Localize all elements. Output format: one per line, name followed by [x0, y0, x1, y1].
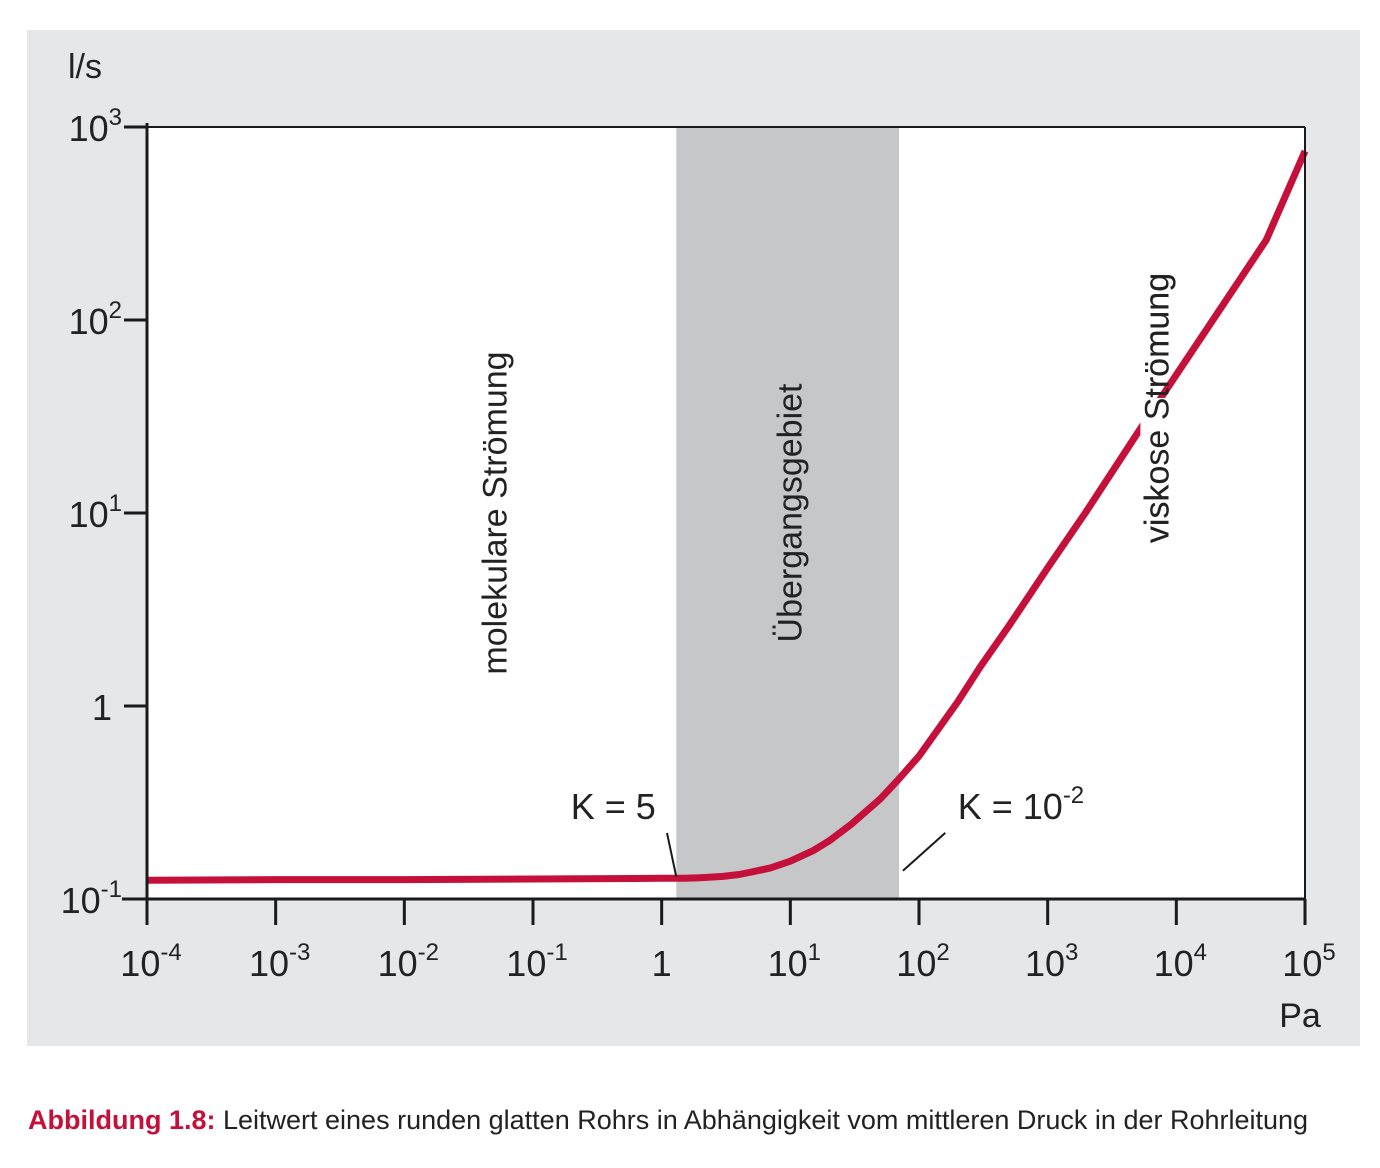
k5-annotation: K = 5 [571, 786, 656, 827]
figure-caption: Abbildung 1.8: Leitwert eines runden gla… [28, 1099, 1348, 1141]
x-tick-label: 10-1 [506, 939, 567, 984]
transition-band-label: Übergangsgebiet [772, 383, 810, 643]
x-tick-label: 104 [1154, 939, 1207, 984]
caption-text: Leitwert eines runden glatten Rohrs in A… [215, 1105, 1309, 1135]
x-tick-label: 105 [1282, 939, 1335, 984]
k001-annotation: K = 10-2 [958, 782, 1084, 827]
y-tick-label: 103 [69, 104, 122, 149]
y-axis-unit: l/s [68, 48, 102, 86]
x-tick-label: 10-4 [120, 939, 181, 984]
k001-leader-line [902, 832, 946, 872]
label-gap [1140, 397, 1197, 468]
conductance-chart: Übergangsgebiet molekulare Strömung viskos… [61, 48, 1336, 1035]
viscous-flow-label-overlay: viskose Strömung [1138, 273, 1176, 543]
y-tick-label: 101 [69, 490, 122, 535]
caption-label: Abbildung 1.8: [28, 1105, 216, 1135]
x-tick-label: 10-2 [378, 939, 439, 984]
molecular-flow-label: molekulare Strömung [476, 351, 514, 674]
x-tick-label: 103 [1025, 939, 1078, 984]
y-tick-label: 10-1 [61, 876, 122, 921]
conductance-curve [146, 149, 1309, 884]
transition-band [676, 127, 900, 899]
k5-leader-line [666, 832, 678, 878]
x-tick-label: 101 [768, 939, 821, 984]
x-axis-unit: Pa [1279, 997, 1321, 1035]
y-tick-label: 1 [92, 687, 112, 728]
x-tick-label: 10-3 [249, 939, 310, 984]
x-tick-label: 102 [896, 939, 949, 984]
x-tick-label: 1 [652, 943, 672, 984]
y-tick-label: 102 [69, 297, 122, 342]
